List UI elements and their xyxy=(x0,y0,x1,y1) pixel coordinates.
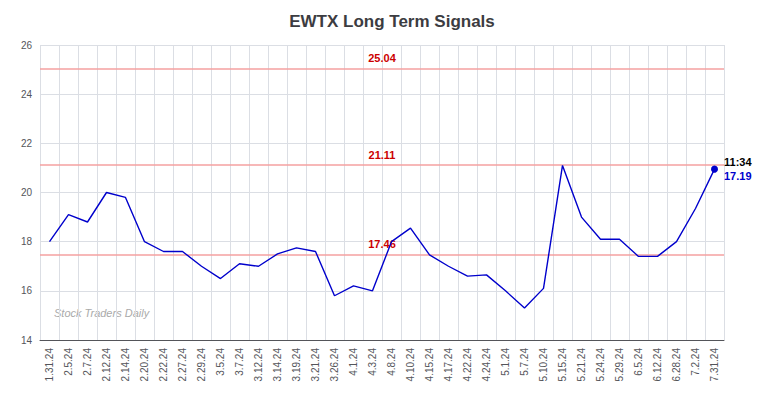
svg-text:18: 18 xyxy=(21,236,33,247)
svg-text:2.14.24: 2.14.24 xyxy=(120,348,131,382)
svg-text:17.19: 17.19 xyxy=(724,170,752,182)
svg-text:4.8.24: 4.8.24 xyxy=(386,348,397,376)
svg-text:5.1.24: 5.1.24 xyxy=(500,348,511,376)
svg-text:3.26.24: 3.26.24 xyxy=(329,348,340,382)
svg-text:Stock Traders Daily: Stock Traders Daily xyxy=(54,307,151,319)
svg-text:16: 16 xyxy=(21,285,33,296)
svg-text:26: 26 xyxy=(21,40,33,51)
svg-text:EWTX Long Term Signals: EWTX Long Term Signals xyxy=(289,12,495,31)
svg-text:1.31.24: 1.31.24 xyxy=(44,348,55,382)
svg-text:5.24.24: 5.24.24 xyxy=(595,348,606,382)
svg-text:5.29.24: 5.29.24 xyxy=(614,348,625,382)
svg-text:17.46: 17.46 xyxy=(368,238,396,250)
svg-text:3.5.24: 3.5.24 xyxy=(215,348,226,376)
svg-text:25.04: 25.04 xyxy=(368,52,396,64)
svg-text:4.1.24: 4.1.24 xyxy=(348,348,359,376)
svg-text:4.3.24: 4.3.24 xyxy=(367,348,378,376)
svg-text:5.10.24: 5.10.24 xyxy=(538,348,549,382)
svg-text:6.28.24: 6.28.24 xyxy=(671,348,682,382)
svg-text:5.7.24: 5.7.24 xyxy=(519,348,530,376)
svg-text:2.7.24: 2.7.24 xyxy=(82,348,93,376)
svg-text:4.15.24: 4.15.24 xyxy=(424,348,435,382)
svg-text:24: 24 xyxy=(21,89,33,100)
svg-text:7.31.24: 7.31.24 xyxy=(709,348,720,382)
svg-text:7.2.24: 7.2.24 xyxy=(690,348,701,376)
svg-text:2.12.24: 2.12.24 xyxy=(101,348,112,382)
svg-text:3.19.24: 3.19.24 xyxy=(291,348,302,382)
svg-text:3.12.24: 3.12.24 xyxy=(253,348,264,382)
svg-text:11:34: 11:34 xyxy=(724,156,752,168)
svg-text:5.21.24: 5.21.24 xyxy=(576,348,587,382)
svg-text:6.12.24: 6.12.24 xyxy=(652,348,663,382)
svg-text:2.29.24: 2.29.24 xyxy=(196,348,207,382)
svg-text:21.11: 21.11 xyxy=(369,149,396,161)
svg-text:2.20.24: 2.20.24 xyxy=(139,348,150,382)
svg-text:2.5.24: 2.5.24 xyxy=(63,348,74,376)
svg-text:20: 20 xyxy=(21,187,33,198)
svg-text:6.5.24: 6.5.24 xyxy=(633,348,644,376)
svg-text:3.21.24: 3.21.24 xyxy=(310,348,321,382)
svg-text:22: 22 xyxy=(21,138,33,149)
svg-text:3.14.24: 3.14.24 xyxy=(272,348,283,382)
svg-text:4.10.24: 4.10.24 xyxy=(405,348,416,382)
svg-text:4.24.24: 4.24.24 xyxy=(481,348,492,382)
svg-text:5.15.24: 5.15.24 xyxy=(557,348,568,382)
svg-text:3.7.24: 3.7.24 xyxy=(234,348,245,376)
svg-text:4.22.24: 4.22.24 xyxy=(462,348,473,382)
svg-text:2.27.24: 2.27.24 xyxy=(177,348,188,382)
svg-text:4.17.24: 4.17.24 xyxy=(443,348,454,382)
svg-text:2.22.24: 2.22.24 xyxy=(158,348,169,382)
svg-text:14: 14 xyxy=(21,335,33,346)
